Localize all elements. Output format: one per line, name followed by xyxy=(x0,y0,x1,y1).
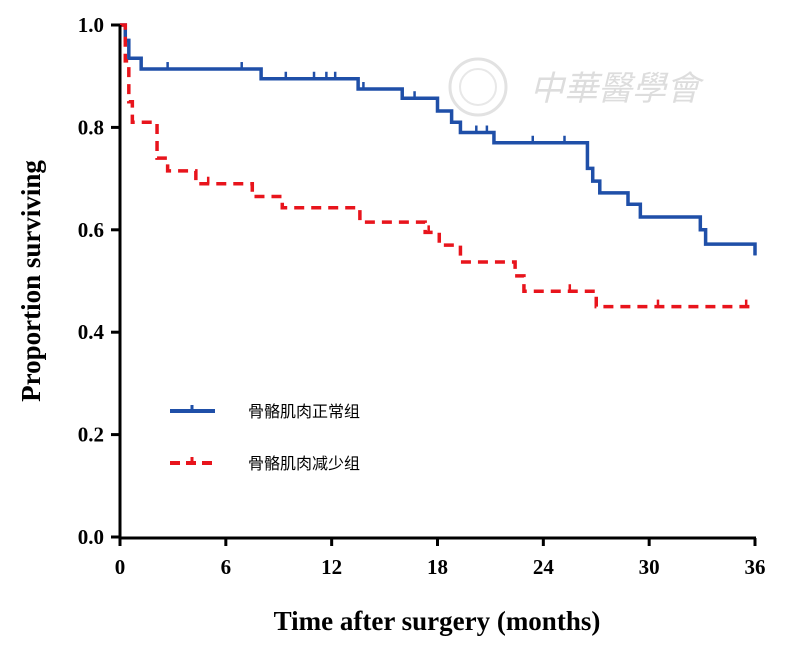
watermark-logo: 中華醫學會 xyxy=(448,57,705,117)
x-axis-label: Time after surgery (months) xyxy=(274,606,601,636)
x-tick-label: 12 xyxy=(321,555,342,579)
series-normal xyxy=(120,23,757,256)
x-tick-label: 36 xyxy=(745,555,766,579)
x-tick-label: 0 xyxy=(115,555,126,579)
y-tick-label: 0.0 xyxy=(78,525,104,549)
legend: 骨骼肌肉正常组 骨骼肌肉减少组 xyxy=(170,402,360,473)
legend-label-reduced: 骨骼肌肉减少组 xyxy=(248,454,360,473)
legend-label-normal: 骨骼肌肉正常组 xyxy=(248,402,360,421)
x-tick-label: 24 xyxy=(533,555,555,579)
y-tick-label: 0.2 xyxy=(78,423,104,447)
survival-curve xyxy=(120,23,757,256)
series-reduced xyxy=(120,23,755,309)
x-tick-label: 18 xyxy=(427,555,448,579)
x-tick-label: 30 xyxy=(639,555,660,579)
survival-curve xyxy=(120,23,755,309)
y-tick-label: 0.4 xyxy=(78,320,105,344)
y-tick-label: 0.8 xyxy=(78,115,104,139)
y-axis-label: Proportion surviving xyxy=(16,160,46,402)
y-tick-label: 0.6 xyxy=(78,218,104,242)
y-tick-label: 1.0 xyxy=(78,13,104,37)
x-tick-label: 6 xyxy=(221,555,232,579)
watermark-text: 中華醫學會 xyxy=(530,69,705,109)
